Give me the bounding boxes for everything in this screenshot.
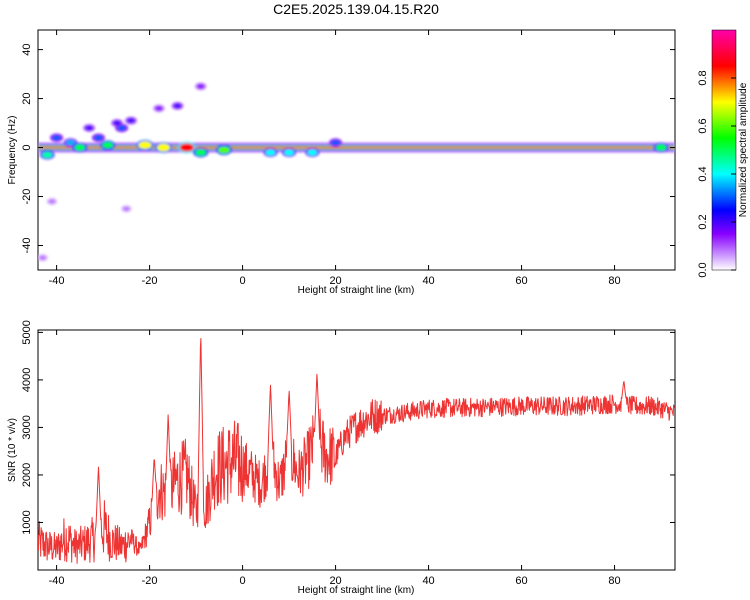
- spectrogram-feature-25: [655, 144, 667, 151]
- spectrogram-y-tick-label: -20: [21, 189, 33, 205]
- spectrogram-x-tick-label: 0: [240, 275, 246, 287]
- spectrogram-feature-19: [284, 149, 295, 156]
- spectrogram-x-tick-label: -20: [142, 275, 158, 287]
- snr-x-tick-label: -20: [142, 575, 158, 587]
- spectrogram-feature-6: [102, 141, 114, 149]
- colorbar-tick-label: 0.2: [697, 214, 709, 229]
- spectrogram-y-tick-label: -40: [21, 238, 33, 254]
- spectrogram-y-ticks: -40 -20 0 20 40: [21, 43, 675, 253]
- snr-x-axis-label: Height of straight line (km): [298, 585, 415, 596]
- spectrogram-feature-21: [331, 139, 341, 146]
- snr-y-tick-label: 2000: [21, 463, 33, 487]
- spectrogram-feature-2: [65, 139, 76, 146]
- spectrogram-x-tick-label: 40: [422, 275, 434, 287]
- spectrogram-feature-14: [179, 143, 195, 152]
- colorbar-label: Normalized spectral amplitude: [738, 82, 749, 217]
- spectrogram-feature-24: [122, 206, 130, 211]
- snr-x-tick-label: 60: [515, 575, 527, 587]
- snr-y-tick-label: 4000: [21, 368, 33, 392]
- spectrogram-x-tick-label: 60: [515, 275, 527, 287]
- snr-x-tick-label: 80: [608, 575, 620, 587]
- chart-title: C2E5.2025.139.04.15.R20: [273, 1, 439, 17]
- spectrogram-x-tick-label: -40: [49, 275, 65, 287]
- colorbar-gradient: [711, 29, 737, 271]
- spectrogram-x-ticks: -40 -20 0 20 40 60 80: [49, 30, 621, 287]
- snr-y-ticks: 1000 2000 3000 4000 5000: [21, 320, 675, 535]
- spectrogram-feature-12: [157, 143, 171, 152]
- spectrogram-feature-1: [52, 135, 62, 141]
- colorbar-ticks: 0.0 0.2 0.4 0.6 0.8: [697, 70, 736, 278]
- snr-series-line: [38, 338, 675, 564]
- spectrogram-y-tick-label: 0: [21, 144, 33, 150]
- spectrogram-feature-22: [39, 255, 47, 260]
- snr-y-tick-label: 3000: [21, 415, 33, 439]
- snr-x-tick-label: 20: [329, 575, 341, 587]
- spectrogram-main-band: [38, 146, 675, 149]
- spectrogram-feature-3: [74, 144, 86, 151]
- colorbar: 0.0 0.2 0.4 0.6 0.8 Normalized spectral ampl…: [697, 29, 749, 278]
- spectrogram-feature-15: [196, 83, 205, 89]
- snr-panel: -40 -20 0 20 40 60 80 1000 2000 3000 4000 5000 Hei…: [7, 320, 676, 596]
- spectrogram-feature-5: [93, 135, 103, 141]
- spectrogram-y-axis-label: Frequency (Hz): [7, 116, 18, 185]
- snr-y-tick-label: 5000: [21, 320, 33, 344]
- spectrogram-y-tick-label: 20: [21, 92, 33, 104]
- colorbar-tick-label: 0.0: [697, 262, 709, 277]
- spectrogram-feature-23: [48, 199, 56, 204]
- snr-x-ticks: -40 -20 0 20 40 60 80: [49, 330, 621, 587]
- spectrogram-feature-11: [155, 105, 163, 111]
- spectrogram-feature-10: [138, 141, 152, 149]
- spectrogram-x-tick-label: 80: [608, 275, 620, 287]
- snr-x-tick-label: 40: [422, 575, 434, 587]
- snr-y-tick-label: 1000: [21, 510, 33, 534]
- spectrogram-y-tick-label: 40: [21, 43, 33, 55]
- spectrogram-feature-20: [307, 149, 318, 156]
- spectrogram-feature-8: [117, 125, 127, 131]
- spectrogram-feature-16: [195, 149, 207, 156]
- spectrogram-feature-9: [126, 118, 135, 124]
- snr-y-axis-label: SNR (10 * v/v): [7, 418, 18, 482]
- spectrogram-panel: -40 -20 0 20 40 60 80 -40 -20 0 20 40 Height of st…: [7, 29, 676, 296]
- colorbar-tick-label: 0.4: [697, 166, 709, 181]
- spectrogram-marks: [38, 82, 675, 262]
- snr-frame: [37, 329, 676, 571]
- snr-x-tick-label: 0: [240, 575, 246, 587]
- snr-marks: [38, 338, 675, 564]
- spectrogram-x-axis-label: Height of straight line (km): [298, 285, 415, 296]
- spectrogram-feature-4: [85, 125, 94, 131]
- colorbar-tick-label: 0.8: [697, 70, 709, 85]
- spectrogram-feature-0: [42, 151, 53, 159]
- spectrogram-feature-17: [217, 146, 230, 154]
- spectrogram-feature-18: [265, 149, 276, 156]
- snr-x-tick-label: -40: [49, 575, 65, 587]
- spectrogram-x-tick-label: 20: [329, 275, 341, 287]
- colorbar-tick-label: 0.6: [697, 118, 709, 133]
- spectrogram-feature-13: [173, 103, 182, 109]
